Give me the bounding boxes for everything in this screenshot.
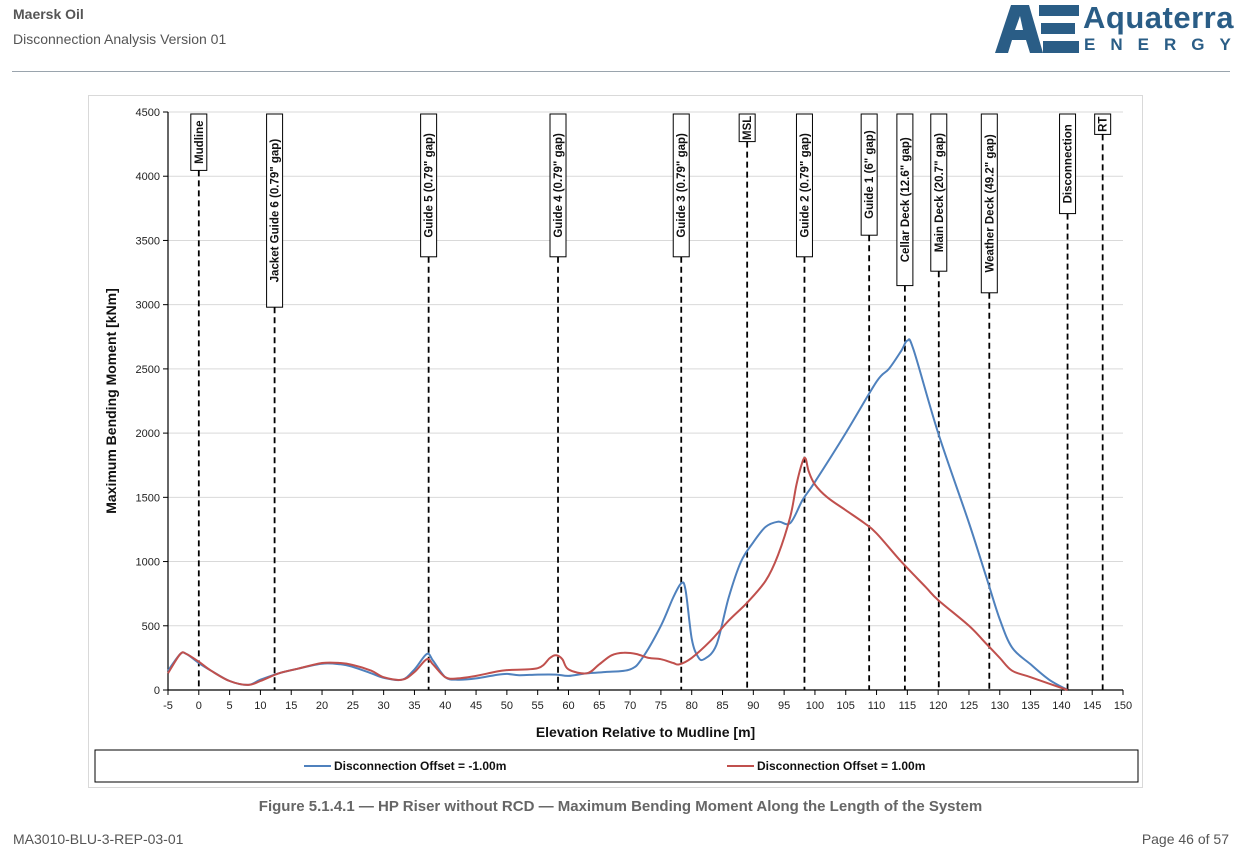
- logo-wordmark: Aquaterra: [1083, 0, 1234, 35]
- company-name: Maersk Oil: [13, 6, 84, 22]
- document-title: Disconnection Analysis Version 01: [13, 31, 227, 47]
- logo-subword: ENERGY: [1084, 35, 1241, 54]
- header-divider: [12, 71, 1230, 72]
- page-number: Page 46 of 57: [1141, 831, 1229, 847]
- figure-caption: Figure 5.1.4.1 — HP Riser without RCD — …: [258, 798, 983, 815]
- chart-frame: [88, 95, 1143, 788]
- logo-mark-icon: [995, 5, 1079, 53]
- company-logo: Aquaterra ENERGY: [995, 0, 1233, 55]
- document-number: MA3010-BLU-3-REP-03-01: [13, 831, 184, 847]
